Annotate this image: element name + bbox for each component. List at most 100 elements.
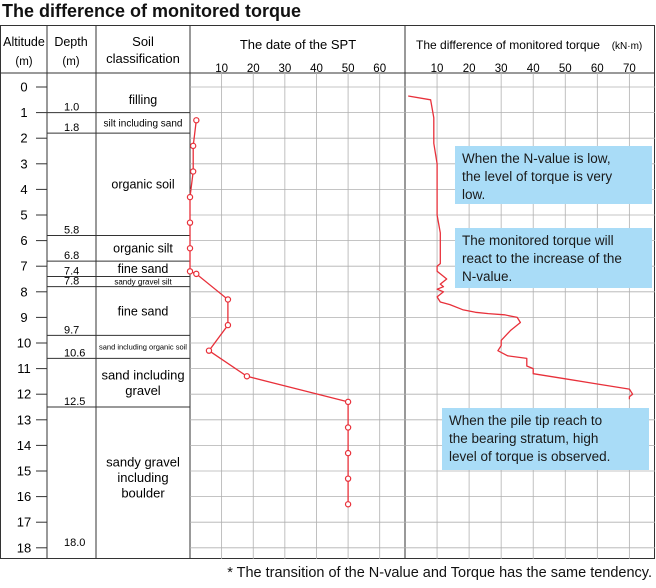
- spt-series: [186, 117, 352, 508]
- spt-point: [186, 268, 194, 275]
- spt-point: [344, 424, 352, 431]
- column-headers: Altitude (m) Depth (m) Soil classificati…: [3, 34, 642, 68]
- altitude-tick-label: 5: [20, 208, 27, 223]
- depth-label: 1.8: [64, 122, 79, 134]
- altitude-tick-label: 7: [20, 259, 27, 274]
- spt-x-tick-label: 50: [342, 63, 355, 75]
- torque-x-tick-label: 60: [591, 63, 604, 75]
- annotation-text: low.: [462, 187, 485, 202]
- annotation-box: [455, 146, 652, 204]
- altitude-tick-label: 15: [17, 464, 31, 479]
- depth-label: 9.7: [64, 324, 79, 336]
- annotation-text: When the N-value is low,: [462, 151, 611, 166]
- annotation-box: [442, 408, 649, 470]
- altitude-tick-label: 11: [17, 361, 31, 376]
- spt-x-tick-label: 20: [247, 63, 260, 75]
- altitude-tick-label: 1: [20, 105, 27, 120]
- torque-line: [408, 95, 634, 400]
- spt-point: [189, 168, 197, 175]
- soil-layer-label: silt including sand: [104, 118, 183, 129]
- header-depth-line1: Depth: [54, 35, 87, 49]
- spt-line: [189, 120, 349, 505]
- annotation-text: the bearing stratum, high: [449, 431, 598, 446]
- altitude-tick-label: 6: [20, 233, 27, 248]
- spt-point: [344, 398, 352, 406]
- spt-point: [344, 501, 352, 508]
- spt-point: [186, 245, 194, 252]
- spt-point: [224, 321, 232, 329]
- depth-column: 1.0 1.8 5.8 6.8 7.47.8 9.7 10.6 12.5 18.0: [47, 102, 190, 549]
- spt-x-tick-labels: 10 20 30 40 50 60: [215, 63, 386, 75]
- altitude-tick-label: 2: [20, 131, 27, 146]
- header-altitude-line2: (m): [15, 56, 32, 68]
- spt-point: [186, 219, 194, 226]
- spt-point: [186, 193, 194, 201]
- altitude-tick-label: 12: [17, 387, 31, 402]
- annotation-text: N-value.: [462, 269, 512, 284]
- altitude-tick-label: 0: [20, 80, 27, 95]
- torque-x-tick-labels: 10 20 30 40 50 60 70: [431, 63, 636, 75]
- header-torque-unit: (kN·m): [612, 41, 643, 52]
- spt-grid: [190, 73, 405, 559]
- page-title: The difference of monitored torque: [2, 1, 301, 21]
- altitude-tick-label: 18: [17, 540, 31, 555]
- depth-label: 5.8: [64, 224, 79, 236]
- header-soil-line2: classification: [106, 51, 180, 66]
- spt-x-tick-label: 40: [310, 63, 323, 75]
- annotation-text: When the pile tip reach to: [449, 413, 602, 428]
- footnote: * The transition of the N-value and Torq…: [227, 565, 652, 581]
- soil-layer-label: organic silt: [113, 242, 173, 256]
- annotation-box: [455, 228, 652, 288]
- soil-layer-label: fine sand: [118, 262, 169, 276]
- spt-point: [344, 475, 352, 482]
- depth-label: 7.8: [64, 276, 79, 288]
- depth-label: 10.6: [64, 347, 85, 359]
- altitude-tick-label: 13: [17, 412, 31, 427]
- torque-grid: [405, 73, 655, 559]
- spt-point: [189, 142, 197, 150]
- depth-label: 6.8: [64, 250, 79, 262]
- spt-point: [344, 449, 352, 457]
- soil-layer-label: filling: [129, 93, 158, 107]
- spt-point: [243, 373, 251, 380]
- annotation-text: the level of torque is very: [462, 169, 612, 184]
- altitude-tick-label: 10: [17, 336, 31, 351]
- torque-x-tick-label: 50: [559, 63, 572, 75]
- torque-x-tick-label: 20: [463, 63, 476, 75]
- altitude-tick-label: 14: [17, 438, 31, 453]
- table-frame: [0, 25, 655, 559]
- soil-layer-label: fine sand: [118, 304, 169, 318]
- spt-x-tick-label: 10: [215, 63, 228, 75]
- altitude-tick-label: 16: [17, 489, 31, 504]
- header-depth-line2: (m): [62, 56, 79, 68]
- depth-label: 18.0: [64, 537, 85, 549]
- torque-x-tick-label: 40: [527, 63, 540, 75]
- header-torque: The difference of monitored torque: [416, 38, 600, 52]
- soil-layer-label: sand including organic soil: [99, 342, 187, 351]
- depth-label: 7.4: [64, 265, 79, 277]
- annotation-text: react to the increase of the: [462, 251, 622, 266]
- torque-series: [408, 95, 634, 400]
- header-altitude-line1: Altitude: [3, 35, 45, 49]
- spt-point: [193, 117, 200, 124]
- altitude-tick-label: 17: [17, 515, 31, 530]
- spt-point: [224, 296, 232, 303]
- soil-column: filling silt including sand organic soil or…: [99, 93, 187, 500]
- depth-label: 12.5: [64, 396, 85, 408]
- header-soil-line1: Soil: [132, 34, 154, 49]
- spt-point: [193, 270, 200, 278]
- soil-layer-label: gravel: [125, 383, 161, 398]
- spt-point: [205, 347, 213, 354]
- soil-layer-label: sand including: [101, 367, 184, 382]
- depth-label: 1.0: [64, 102, 79, 114]
- annotation-text: The monitored torque will: [462, 233, 614, 248]
- spt-x-tick-label: 30: [278, 63, 291, 75]
- torque-x-tick-label: 10: [431, 63, 444, 75]
- soil-layer-label: boulder: [121, 485, 165, 500]
- altitude-tick-label: 9: [20, 310, 27, 325]
- soil-layer-label: sandy gravel: [106, 454, 180, 469]
- annotation-text: level of torque is observed.: [449, 449, 610, 464]
- altitude-tick-label: 8: [20, 284, 27, 299]
